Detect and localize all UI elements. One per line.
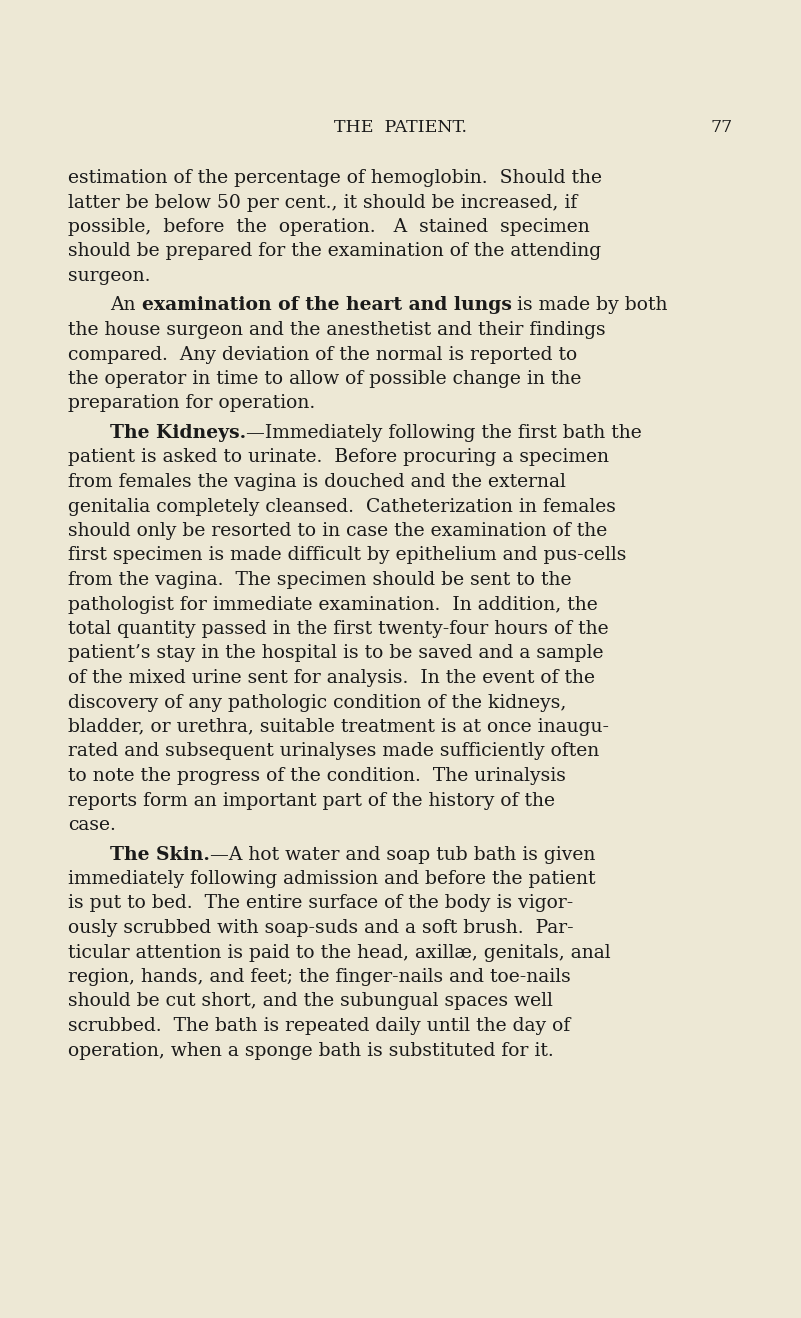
Text: patient’s stay in the hospital is to be saved and a sample: patient’s stay in the hospital is to be …: [68, 645, 603, 663]
Text: The Skin.: The Skin.: [110, 846, 210, 863]
Text: bladder, or urethra, suitable treatment is at once inaugu-: bladder, or urethra, suitable treatment …: [68, 718, 609, 735]
Text: ticular attention is paid to the head, axillæ, genitals, anal: ticular attention is paid to the head, a…: [68, 944, 610, 962]
Text: 77: 77: [710, 120, 733, 137]
Text: surgeon.: surgeon.: [68, 268, 151, 285]
Text: should only be resorted to in case the examination of the: should only be resorted to in case the e…: [68, 522, 607, 540]
Text: —A hot water and soap tub bath is given: —A hot water and soap tub bath is given: [210, 846, 595, 863]
Text: operation, when a sponge bath is substituted for it.: operation, when a sponge bath is substit…: [68, 1041, 553, 1060]
Text: should be prepared for the examination of the attending: should be prepared for the examination o…: [68, 243, 601, 261]
Text: from the vagina.  The specimen should be sent to the: from the vagina. The specimen should be …: [68, 571, 571, 589]
Text: —Immediately following the first bath the: —Immediately following the first bath th…: [246, 424, 642, 442]
Text: rated and subsequent urinalyses made sufficiently often: rated and subsequent urinalyses made suf…: [68, 742, 599, 760]
Text: of the mixed urine sent for analysis.  In the event of the: of the mixed urine sent for analysis. In…: [68, 670, 595, 687]
Text: discovery of any pathologic condition of the kidneys,: discovery of any pathologic condition of…: [68, 693, 566, 712]
Text: THE  PATIENT.: THE PATIENT.: [334, 120, 467, 137]
Text: compared.  Any deviation of the normal is reported to: compared. Any deviation of the normal is…: [68, 345, 578, 364]
Text: possible,  before  the  operation.   A  stained  specimen: possible, before the operation. A staine…: [68, 217, 590, 236]
Text: from females the vagina is douched and the external: from females the vagina is douched and t…: [68, 473, 566, 492]
Text: preparation for operation.: preparation for operation.: [68, 394, 316, 413]
Text: patient is asked to urinate.  Before procuring a specimen: patient is asked to urinate. Before proc…: [68, 448, 609, 467]
Text: latter be below 50 per cent., it should be increased, if: latter be below 50 per cent., it should …: [68, 194, 578, 211]
Text: pathologist for immediate examination.  In addition, the: pathologist for immediate examination. I…: [68, 596, 598, 613]
Text: the operator in time to allow of possible change in the: the operator in time to allow of possibl…: [68, 370, 582, 387]
Text: genitalia completely cleansed.  Catheterization in females: genitalia completely cleansed. Catheteri…: [68, 497, 616, 515]
Text: region, hands, and feet; the finger-nails and toe-nails: region, hands, and feet; the finger-nail…: [68, 967, 571, 986]
Text: should be cut short, and the subungual spaces well: should be cut short, and the subungual s…: [68, 992, 553, 1011]
Text: immediately following admission and before the patient: immediately following admission and befo…: [68, 870, 595, 888]
Text: the house surgeon and the anesthetist and their findings: the house surgeon and the anesthetist an…: [68, 322, 606, 339]
Text: The Kidneys.: The Kidneys.: [110, 424, 246, 442]
Text: ously scrubbed with soap-suds and a soft brush.  Par-: ously scrubbed with soap-suds and a soft…: [68, 919, 574, 937]
Text: An: An: [110, 297, 142, 315]
Text: scrubbed.  The bath is repeated daily until the day of: scrubbed. The bath is repeated daily unt…: [68, 1017, 570, 1035]
Text: examination of the heart and lungs: examination of the heart and lungs: [142, 297, 511, 315]
Text: case.: case.: [68, 816, 116, 834]
Text: is put to bed.  The entire surface of the body is vigor-: is put to bed. The entire surface of the…: [68, 895, 574, 912]
Text: first specimen is made difficult by epithelium and pus-cells: first specimen is made difficult by epit…: [68, 547, 626, 564]
Text: is made by both: is made by both: [511, 297, 668, 315]
Text: estimation of the percentage of hemoglobin.  Should the: estimation of the percentage of hemoglob…: [68, 169, 602, 187]
Text: reports form an important part of the history of the: reports form an important part of the hi…: [68, 792, 555, 809]
Text: to note the progress of the condition.  The urinalysis: to note the progress of the condition. T…: [68, 767, 566, 786]
Text: total quantity passed in the first twenty-four hours of the: total quantity passed in the first twent…: [68, 619, 609, 638]
